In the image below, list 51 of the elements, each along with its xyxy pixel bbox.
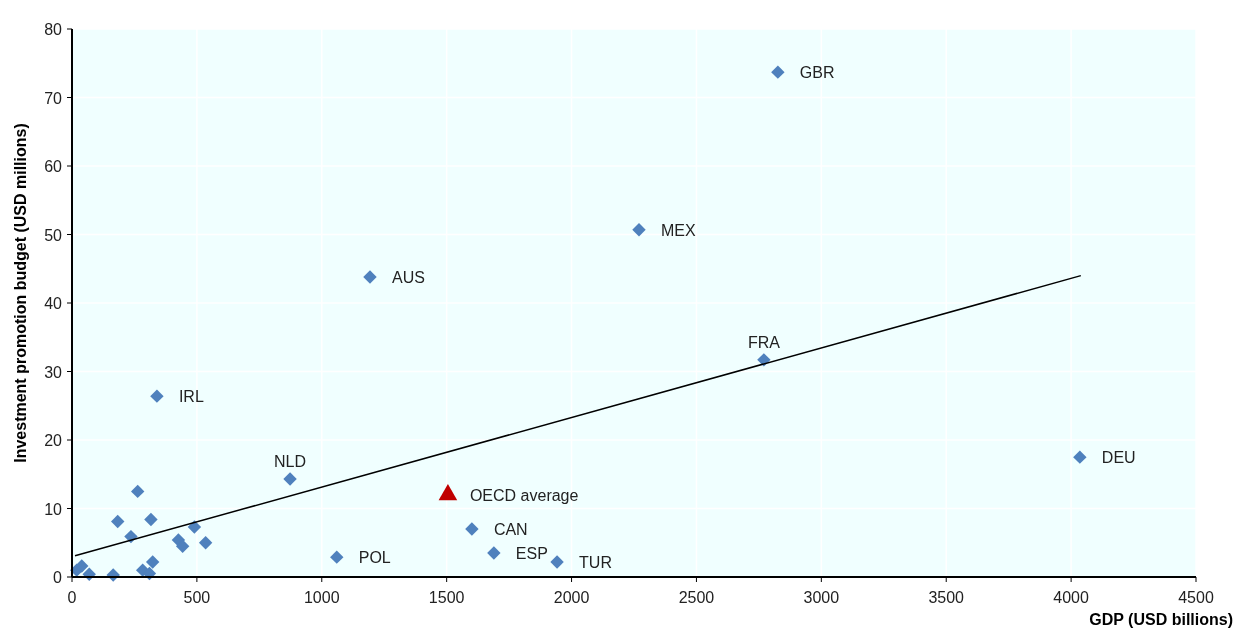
point xyxy=(363,270,377,284)
annotation: POL xyxy=(358,549,391,567)
x-tick-label: 500 xyxy=(183,589,211,606)
point xyxy=(487,546,501,560)
x-tick-label: 2500 xyxy=(678,589,715,606)
x-axis-title: GDP (USD billions) xyxy=(1089,611,1233,628)
annotation: NLD xyxy=(274,453,307,471)
x-tick-label: 4000 xyxy=(1053,589,1090,606)
x-tick-label: 1500 xyxy=(428,589,465,606)
y-tick-label: 50 xyxy=(44,226,63,244)
point xyxy=(465,522,479,536)
annotation: CAN xyxy=(493,521,528,539)
annotation: MEX xyxy=(661,221,696,239)
point xyxy=(145,555,160,569)
point xyxy=(198,536,213,550)
annotation: TUR xyxy=(579,553,612,571)
point xyxy=(550,555,564,569)
point xyxy=(771,65,785,79)
x-tick-label: 1000 xyxy=(303,589,340,606)
annotation: GBR xyxy=(799,64,835,82)
y-tick-label: 10 xyxy=(44,500,63,518)
annotation: IRL xyxy=(178,388,204,406)
annotation: OECD average xyxy=(469,486,579,504)
x-tick-label: 3500 xyxy=(928,589,965,606)
point xyxy=(144,512,158,527)
point xyxy=(1073,450,1087,464)
x-tick-label: 4500 xyxy=(1178,589,1214,606)
y-tick-label: 80 xyxy=(44,21,63,38)
point xyxy=(187,520,202,534)
annotation: FRA xyxy=(747,333,781,351)
y-tick-label: 20 xyxy=(44,432,63,449)
x-tick-label: 2000 xyxy=(553,589,590,606)
point xyxy=(130,484,145,499)
point xyxy=(283,472,297,486)
y-tick-label: 60 xyxy=(44,158,63,175)
annotation: AUS xyxy=(391,268,425,286)
point xyxy=(632,223,646,237)
y-tick-label: 70 xyxy=(44,89,63,107)
point xyxy=(111,514,125,529)
point xyxy=(150,389,164,403)
annotation: ESP xyxy=(515,545,548,563)
y-tick-label: 40 xyxy=(44,295,63,312)
point xyxy=(75,559,89,573)
x-tick-label: 0 xyxy=(67,589,77,606)
y-tick-label: 0 xyxy=(53,569,63,586)
y-tick-label: 30 xyxy=(44,363,63,381)
annotation: DEU xyxy=(1101,449,1136,467)
point xyxy=(330,550,344,564)
x-tick-label: 3000 xyxy=(803,589,840,606)
point xyxy=(175,539,190,553)
y-axis-title: Investment promotion budget (USD millions) xyxy=(12,123,29,463)
